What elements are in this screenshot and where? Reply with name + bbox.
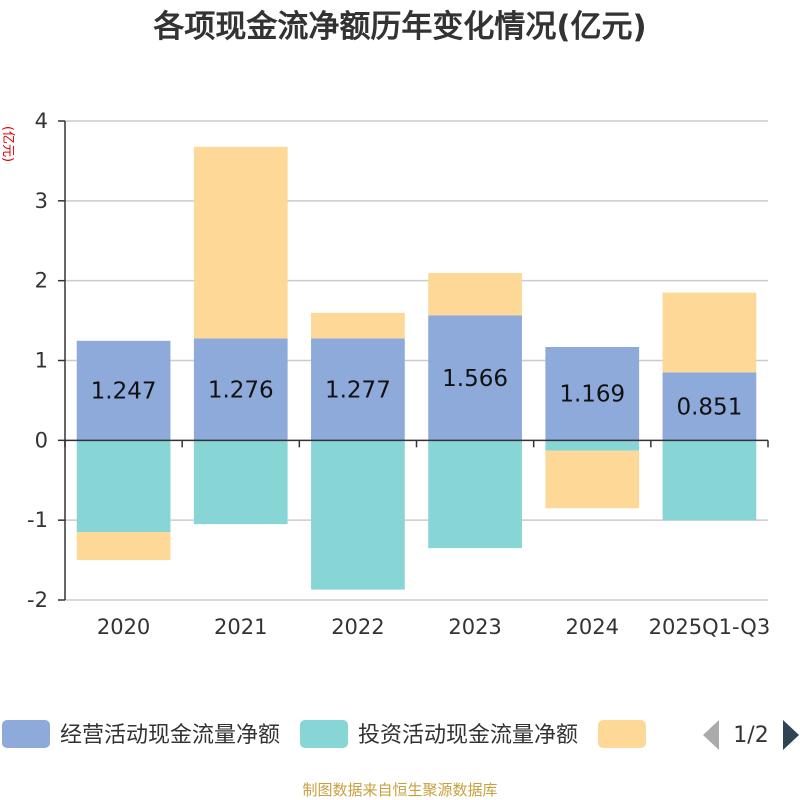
bar-series-1-2023 xyxy=(428,440,522,549)
bar-series-2-2020 xyxy=(76,532,171,561)
y-tick-label: -2 xyxy=(27,588,48,612)
legend-next-arrow-icon[interactable] xyxy=(783,720,799,750)
bar-series-1-2020 xyxy=(76,440,171,533)
bar-series-2-2023 xyxy=(428,273,522,316)
bar-series-0-2025Q1-Q3 xyxy=(662,372,757,441)
data-label: 1.276 xyxy=(208,377,274,403)
bar-series-0-2024 xyxy=(545,347,640,441)
data-label: 1.247 xyxy=(91,379,157,405)
bar-series-1-2024 xyxy=(545,440,640,451)
y-tick-label: 0 xyxy=(35,428,48,452)
x-tick-label: 2022 xyxy=(331,615,384,639)
bar-series-2-2024 xyxy=(545,450,640,509)
data-label: 1.277 xyxy=(325,377,391,403)
bar-series-2-2021 xyxy=(193,146,288,339)
bar-series-0-2020 xyxy=(76,340,171,441)
y-tick-label: 4 xyxy=(35,109,48,133)
bar-series-0-2022 xyxy=(311,338,405,441)
x-tick-label: 2020 xyxy=(97,615,150,639)
bar-series-0-2021 xyxy=(193,338,288,441)
bar-series-1-2025Q1-Q3 xyxy=(662,440,757,521)
x-tick-label: 2025Q1-Q3 xyxy=(649,615,771,639)
data-label: 1.169 xyxy=(559,382,625,408)
legend-label[interactable]: 经营活动现金流量净额 xyxy=(60,723,280,748)
legend-swatch-1[interactable] xyxy=(300,720,348,748)
bar-series-1-2022 xyxy=(311,440,405,590)
legend-prev-arrow-icon[interactable] xyxy=(703,720,719,750)
legend-label[interactable]: 投资活动现金流量净额 xyxy=(358,723,578,748)
chart-title: 各项现金流净额历年变化情况(亿元) xyxy=(152,9,646,45)
axes: -2 -1 0 1 2 3 4 2020 2021 2022 2023 2024 2025Q1-Q3 xyxy=(27,109,770,639)
y-tick-label: -1 xyxy=(27,508,48,532)
grid-lines xyxy=(65,120,768,601)
x-tick-label: 2024 xyxy=(566,615,619,639)
y-axis-label: (亿元) xyxy=(0,126,15,162)
legend: 经营活动现金流量净额 投资活动现金流量净额 1/2 xyxy=(2,720,799,750)
y-tick-label: 1 xyxy=(35,349,48,373)
bar-series-1-2021 xyxy=(193,440,288,525)
negative-bars xyxy=(76,440,757,590)
bar-series-0-2023 xyxy=(428,315,522,441)
bar-series-2-2022 xyxy=(311,312,405,339)
x-tick-label: 2021 xyxy=(214,615,267,639)
data-label: 0.851 xyxy=(676,394,742,420)
source-note: 制图数据来自恒生聚源数据库 xyxy=(302,781,497,799)
positive-bars xyxy=(76,146,757,441)
data-label: 1.566 xyxy=(442,366,508,392)
legend-swatch-2[interactable] xyxy=(598,720,646,748)
legend-page-indicator: 1/2 xyxy=(733,723,768,748)
legend-swatch-0[interactable] xyxy=(2,720,50,748)
data-labels: 1.247 1.276 1.277 1.566 1.169 0.851 xyxy=(91,366,743,421)
y-tick-label: 3 xyxy=(35,189,48,213)
x-tick-label: 2023 xyxy=(448,615,501,639)
y-tick-label: 2 xyxy=(35,269,48,293)
bar-series-2-2025Q1-Q3 xyxy=(662,292,757,373)
